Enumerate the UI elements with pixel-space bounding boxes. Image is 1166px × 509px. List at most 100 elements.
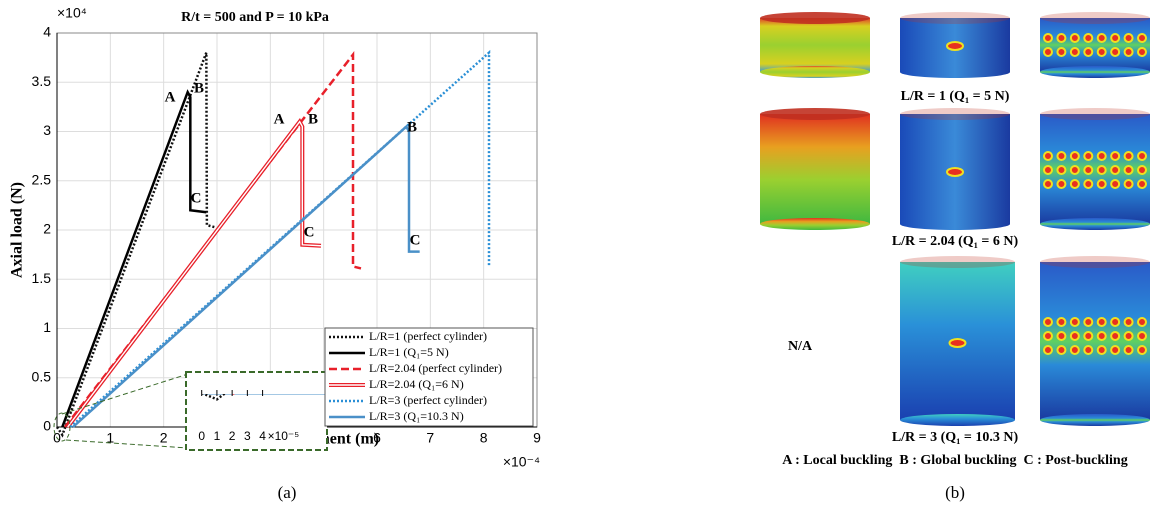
figure: R/t = 500 and P = 10 kPa Axial displacem… xyxy=(0,0,1166,509)
x-tick-label: 7 xyxy=(426,430,434,446)
y-tick-label: 3.5 xyxy=(32,73,52,89)
buckle-spot xyxy=(1125,48,1133,56)
buckle-spot xyxy=(1098,166,1106,174)
buckle-spot xyxy=(947,42,963,50)
y-tick-label: 0.5 xyxy=(32,368,52,384)
series-line xyxy=(62,92,206,427)
inset-tick-label: 3 xyxy=(244,429,251,443)
buckle-spot xyxy=(1125,34,1133,42)
buckle-spot xyxy=(1098,34,1106,42)
buckle-spot xyxy=(1057,318,1065,326)
buckle-spot xyxy=(1138,346,1146,354)
y-multiplier: ×10⁴ xyxy=(57,5,87,21)
x-tick-label: 6 xyxy=(373,430,381,446)
cylinder-top xyxy=(760,108,870,120)
cylinder-top xyxy=(760,12,870,24)
buckle-spot xyxy=(1111,346,1119,354)
caption: (b) xyxy=(945,483,965,502)
buckle-spot xyxy=(1125,318,1133,326)
buckle-spot xyxy=(1044,180,1052,188)
buckle-spot xyxy=(1057,346,1065,354)
row-label: L/R = 2.04 (Q₁ = 6 N) xyxy=(892,234,1019,249)
annotation: B xyxy=(308,111,318,127)
buckle-spot xyxy=(1084,48,1092,56)
buckle-spot xyxy=(1044,166,1052,174)
y-tick-label: 2.5 xyxy=(32,171,52,187)
buckle-spot xyxy=(1071,34,1079,42)
cylinder-body xyxy=(760,18,870,72)
buckle-spot xyxy=(1098,48,1106,56)
buckle-spot xyxy=(1057,180,1065,188)
x-multiplier: ×10⁻⁴ xyxy=(503,454,540,470)
buckle-spot xyxy=(1057,152,1065,160)
inset-tick-label: 1 xyxy=(214,429,221,443)
buckle-spot xyxy=(1084,180,1092,188)
buckle-spot xyxy=(1071,346,1079,354)
y-tick-label: 3 xyxy=(43,122,51,138)
cylinder-bottom xyxy=(900,66,1010,78)
row-label: L/R = 3 (Q₁ = 10.3 N) xyxy=(892,430,1019,445)
buckle-spot xyxy=(1138,34,1146,42)
buckle-spot xyxy=(1138,318,1146,326)
legend-label: L/R=3 (Q₁=10.3 N) xyxy=(369,409,464,423)
cylinder-top xyxy=(900,256,1015,268)
y-tick-label: 0 xyxy=(43,418,51,434)
buckle-spot xyxy=(1111,34,1119,42)
buckle-spot xyxy=(1111,166,1119,174)
buckle-spot xyxy=(1044,152,1052,160)
cylinder-top xyxy=(1040,108,1150,120)
chart-title: R/t = 500 and P = 10 kPa xyxy=(181,10,329,25)
caption: (a) xyxy=(278,483,297,502)
buckle-spot xyxy=(1071,180,1079,188)
buckle-spot xyxy=(1084,166,1092,174)
buckle-spot xyxy=(1111,318,1119,326)
buckle-spot xyxy=(1125,166,1133,174)
buckle-spot xyxy=(1125,346,1133,354)
cylinder-top xyxy=(1040,12,1150,24)
buckle-spot xyxy=(1057,332,1065,340)
annotation: C xyxy=(410,232,421,248)
annotation: A xyxy=(274,111,285,127)
y-tick-label: 1 xyxy=(43,319,51,335)
buckle-spot xyxy=(1098,152,1106,160)
buckle-spot xyxy=(1071,152,1079,160)
buckle-spot xyxy=(1098,318,1106,326)
cylinder-top xyxy=(1040,256,1150,268)
buckle-spot xyxy=(947,168,963,176)
inset-box xyxy=(186,372,327,450)
cylinder-top xyxy=(900,12,1010,24)
buckle-spot xyxy=(1111,180,1119,188)
buckle-spot xyxy=(1138,332,1146,340)
cylinder-body xyxy=(1040,262,1150,420)
buckle-spot xyxy=(1071,166,1079,174)
buckle-spot xyxy=(1138,180,1146,188)
cylinder-body xyxy=(1040,114,1150,224)
legend-label: L/R=2.04 (perfect cylinder) xyxy=(369,361,502,375)
buckle-spot xyxy=(1125,180,1133,188)
cylinder-bottom xyxy=(1040,66,1150,78)
buckle-spot xyxy=(1084,332,1092,340)
inset-multiplier: ×10⁻⁵ xyxy=(268,429,300,443)
inset-tick-label: 0 xyxy=(198,429,205,443)
cylinder-bottom xyxy=(900,218,1010,230)
y-axis-label: Axial load (N) xyxy=(9,182,26,278)
buckle-spot xyxy=(1111,332,1119,340)
buckle-spot xyxy=(1084,152,1092,160)
x-tick-label: 8 xyxy=(480,430,488,446)
inset-tick-label: 2 xyxy=(229,429,236,443)
legend-label: L/R=1 (perfect cylinder) xyxy=(369,329,487,343)
buckle-spot xyxy=(1071,332,1079,340)
legend-label: L/R=3 (perfect cylinder) xyxy=(369,393,487,407)
key: A : Local buckling B : Global buckling C… xyxy=(782,453,1127,468)
buckle-spot xyxy=(1098,180,1106,188)
not-available: N/A xyxy=(788,339,813,354)
buckle-spot xyxy=(1138,48,1146,56)
cylinder-body xyxy=(1040,18,1150,72)
row-label: L/R = 1 (Q₁ = 5 N) xyxy=(901,89,1010,104)
annotation: A xyxy=(165,89,176,105)
buckle-spot xyxy=(1084,318,1092,326)
buckle-spot xyxy=(1071,318,1079,326)
buckle-spot xyxy=(1111,48,1119,56)
annotation: C xyxy=(304,224,315,240)
cylinder-body xyxy=(760,114,870,224)
